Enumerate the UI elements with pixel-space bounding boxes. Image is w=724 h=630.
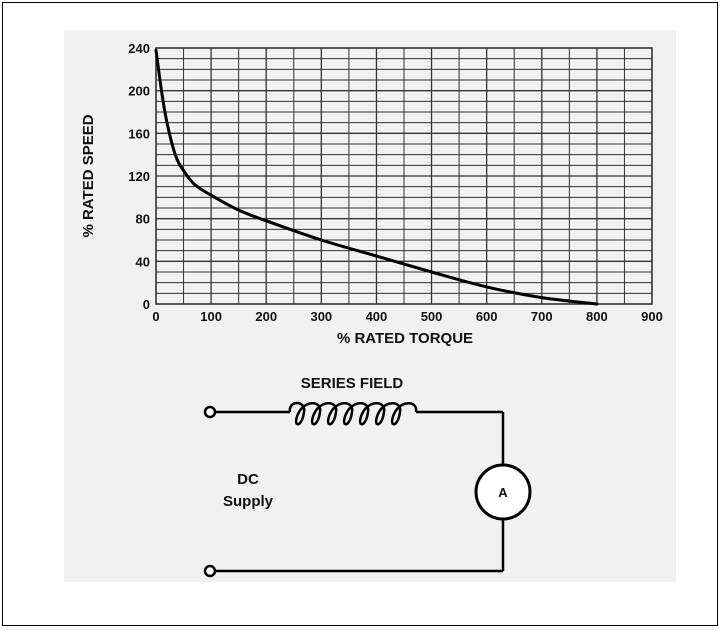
y-axis-label: % RATED SPEED <box>80 114 97 237</box>
series-field-coil <box>288 401 418 426</box>
speed-torque-curve <box>154 48 599 306</box>
bottom-terminal <box>203 564 217 578</box>
x-tick-label: 900 <box>641 309 663 324</box>
ammeter-label: A <box>498 485 508 500</box>
y-tick-label: 0 <box>143 297 150 312</box>
y-tick-label: 80 <box>136 212 150 227</box>
top-terminal <box>203 405 217 419</box>
y-tick-labels: 0 40 80 120 160 200 240 <box>128 41 150 312</box>
x-tick-label: 200 <box>255 309 277 324</box>
y-tick-label: 200 <box>128 84 150 99</box>
supply-label-line2: Supply <box>223 493 274 510</box>
y-tick-label: 40 <box>136 254 150 269</box>
x-axis-label: % RATED TORQUE <box>337 330 473 347</box>
torque-speed-chart: 0 100 200 300 400 500 600 700 800 900 0 40 80 120 160… <box>80 41 663 347</box>
x-tick-label: 500 <box>421 309 443 324</box>
grid-lines <box>155 47 653 305</box>
x-tick-labels: 0 100 200 300 400 500 600 700 800 900 <box>152 309 662 324</box>
series-motor-circuit: SERIES FIELD A DC Supply <box>203 375 532 578</box>
x-tick-label: 600 <box>476 309 498 324</box>
x-tick-label: 400 <box>366 309 388 324</box>
y-tick-label: 120 <box>128 169 150 184</box>
x-tick-label: 100 <box>200 309 222 324</box>
x-tick-label: 800 <box>586 309 608 324</box>
series-field-label: SERIES FIELD <box>301 375 404 392</box>
x-tick-label: 700 <box>531 309 553 324</box>
x-tick-label: 0 <box>152 309 159 324</box>
y-tick-label: 240 <box>128 41 150 56</box>
y-tick-label: 160 <box>128 126 150 141</box>
supply-label-line1: DC <box>237 471 259 488</box>
x-tick-label: 300 <box>310 309 332 324</box>
